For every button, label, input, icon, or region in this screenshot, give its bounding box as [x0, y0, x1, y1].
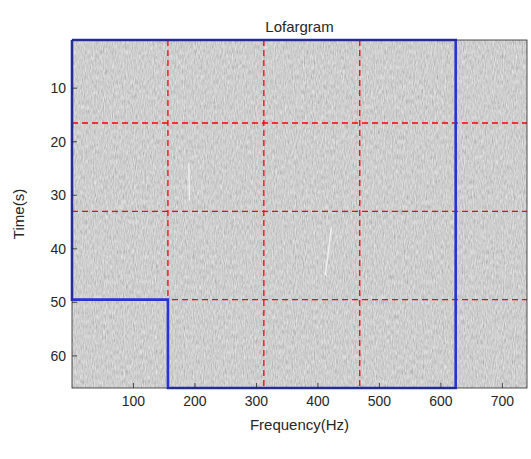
x-tick: [379, 383, 380, 388]
y-tick-label: 50: [50, 294, 66, 310]
plot-frame: [72, 40, 527, 388]
x-tick: [317, 383, 318, 388]
region-line: [188, 163, 190, 200]
chart: 100 200 300 400 500 600 700 10 20 30 40 50 60 Lofargr…: [0, 0, 531, 459]
x-tick: [194, 383, 195, 388]
y-tick: [72, 355, 77, 356]
y-axis-title: Time(s): [10, 189, 27, 239]
division-line: [263, 40, 264, 388]
x-tick-label: 400: [306, 393, 330, 409]
x-tick-label: 500: [368, 393, 392, 409]
y-tick-label: 10: [50, 80, 66, 96]
chart-title: Lofargram: [265, 18, 333, 35]
x-tick-label: 300: [245, 393, 269, 409]
y-tick: [72, 141, 77, 142]
x-tick: [256, 383, 257, 388]
y-tick: [72, 302, 77, 303]
division-line: [359, 40, 360, 388]
plot-marks: [72, 40, 527, 388]
x-tick-label: 200: [183, 393, 207, 409]
division-line: [72, 211, 527, 212]
division-line: [72, 122, 527, 123]
x-tick: [502, 383, 503, 388]
y-tick-label: 60: [50, 348, 66, 364]
x-tick: [133, 383, 134, 388]
spectrogram-base: [72, 40, 527, 388]
x-tick-label: 700: [491, 393, 515, 409]
y-tick-label: 20: [50, 134, 66, 150]
x-tick-label: 100: [122, 393, 146, 409]
x-axis-title: Frequency(Hz): [250, 416, 349, 433]
y-tick-label: 30: [50, 187, 66, 203]
y-tick: [72, 248, 77, 249]
x-tick-label: 600: [429, 393, 453, 409]
spectrogram-noise: [72, 40, 527, 388]
region-line: [325, 227, 331, 275]
y-tick: [72, 195, 77, 196]
x-tick: [440, 383, 441, 388]
y-tick-label: 40: [50, 241, 66, 257]
y-tick: [72, 88, 77, 89]
region-line: [72, 40, 456, 388]
